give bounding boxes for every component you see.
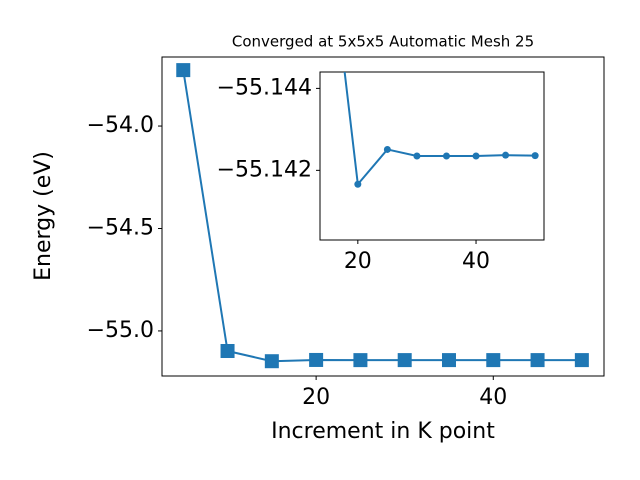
y-axis-label: Energy (eV) — [31, 151, 56, 281]
line — [343, 72, 536, 187]
marker — [502, 151, 510, 159]
marker — [353, 353, 368, 368]
marker — [220, 344, 235, 359]
chart-title: Converged at 5x5x5 Automatic Mesh 25 — [232, 33, 534, 51]
marker — [442, 152, 450, 160]
y-tick-label: −55.144 — [217, 75, 312, 100]
x-tick-label: 20 — [302, 385, 330, 410]
marker — [441, 353, 456, 368]
series — [343, 72, 539, 188]
x-tick-label: 40 — [479, 385, 507, 410]
marker — [486, 353, 501, 368]
marker — [309, 352, 324, 367]
marker — [354, 180, 362, 188]
marker — [413, 152, 421, 160]
marker — [530, 353, 545, 368]
y-tick-label: −55.142 — [217, 157, 312, 182]
x-axis-label: Increment in K point — [271, 419, 495, 444]
marker — [472, 152, 480, 160]
marker — [383, 145, 391, 153]
x-tick-label: 20 — [344, 249, 372, 274]
y-tick-label: −54.0 — [87, 113, 154, 138]
x-tick-label: 40 — [462, 249, 490, 274]
series — [176, 63, 589, 369]
marker — [176, 63, 191, 78]
marker — [574, 353, 589, 368]
line — [182, 69, 582, 363]
marker — [397, 353, 412, 368]
y-tick-label: −55.0 — [87, 318, 154, 343]
marker — [264, 354, 279, 369]
y-tick-label: −54.5 — [87, 215, 154, 240]
marker — [531, 152, 539, 160]
